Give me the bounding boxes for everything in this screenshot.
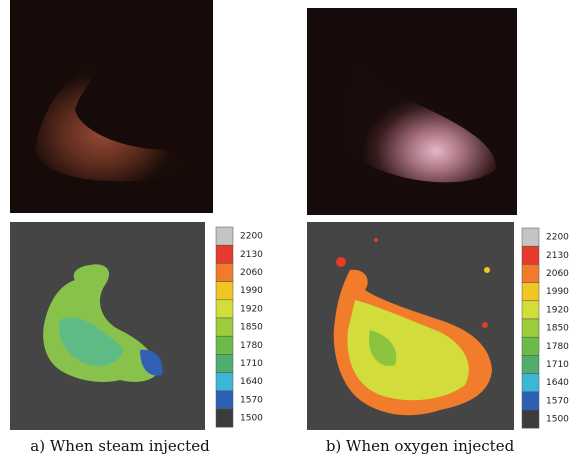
colorbar-label: 1640 bbox=[240, 377, 263, 387]
colorbar-cell bbox=[522, 319, 539, 337]
colorbar-cell bbox=[522, 246, 539, 264]
region bbox=[374, 238, 378, 242]
colorbar-cell bbox=[522, 283, 539, 301]
colorbar-label: 1640 bbox=[546, 378, 569, 388]
colorbar-cell bbox=[522, 355, 539, 373]
colorbar-label: 1710 bbox=[546, 360, 569, 370]
colorbar-label: 1780 bbox=[546, 342, 569, 352]
colorbar-label: 2130 bbox=[546, 251, 569, 261]
region bbox=[336, 257, 346, 267]
colorbar-cell bbox=[522, 410, 539, 428]
colorbar-label: 1570 bbox=[546, 396, 569, 406]
colorbar-cell bbox=[216, 300, 233, 318]
colorbar-cell bbox=[216, 282, 233, 300]
caption: b) When oxygen injected bbox=[326, 437, 515, 455]
colorbar-label: 1710 bbox=[240, 359, 263, 369]
colorbar-label: 2060 bbox=[546, 269, 569, 279]
colorbar-label: 1920 bbox=[240, 304, 263, 314]
colorbar-label: 2060 bbox=[240, 268, 263, 278]
colorbar-label: 1850 bbox=[546, 324, 569, 334]
colorbar-label: 1920 bbox=[546, 305, 569, 315]
figure: 2200 2130 2060 1990 1920 1850 1780 1710 1640 1570… bbox=[0, 0, 579, 460]
colorbar-cell bbox=[216, 373, 233, 391]
colorbar-cell bbox=[216, 263, 233, 281]
colorbar-cell bbox=[522, 374, 539, 392]
colorbar-cell bbox=[216, 227, 233, 245]
colorbar-cell bbox=[216, 409, 233, 427]
colorbar-cell bbox=[522, 392, 539, 410]
colorbar-label: 1850 bbox=[240, 323, 263, 333]
colorbar-cell bbox=[216, 318, 233, 336]
colorbar-cell bbox=[522, 228, 539, 246]
colorbar-label: 1990 bbox=[546, 287, 569, 297]
colorbar-cell bbox=[522, 264, 539, 282]
colorbar-cell bbox=[216, 354, 233, 372]
colorbar-cell bbox=[522, 301, 539, 319]
caption: a) When steam injected bbox=[30, 437, 210, 455]
region bbox=[484, 267, 490, 273]
region bbox=[482, 322, 488, 328]
colorbar-label: 1500 bbox=[240, 414, 263, 424]
colorbar-cell bbox=[216, 391, 233, 409]
colorbar-label: 1500 bbox=[546, 415, 569, 425]
colorbar-label: 1570 bbox=[240, 395, 263, 405]
colorbar-label: 2200 bbox=[240, 232, 263, 242]
colorbar-label: 1780 bbox=[240, 341, 263, 351]
colorbar-label: 2200 bbox=[546, 233, 569, 243]
colorbar-cell bbox=[522, 337, 539, 355]
colorbar-label: 1990 bbox=[240, 286, 263, 296]
colorbar-label: 2130 bbox=[240, 250, 263, 260]
colorbar-cell bbox=[216, 245, 233, 263]
colorbar-cell bbox=[216, 336, 233, 354]
